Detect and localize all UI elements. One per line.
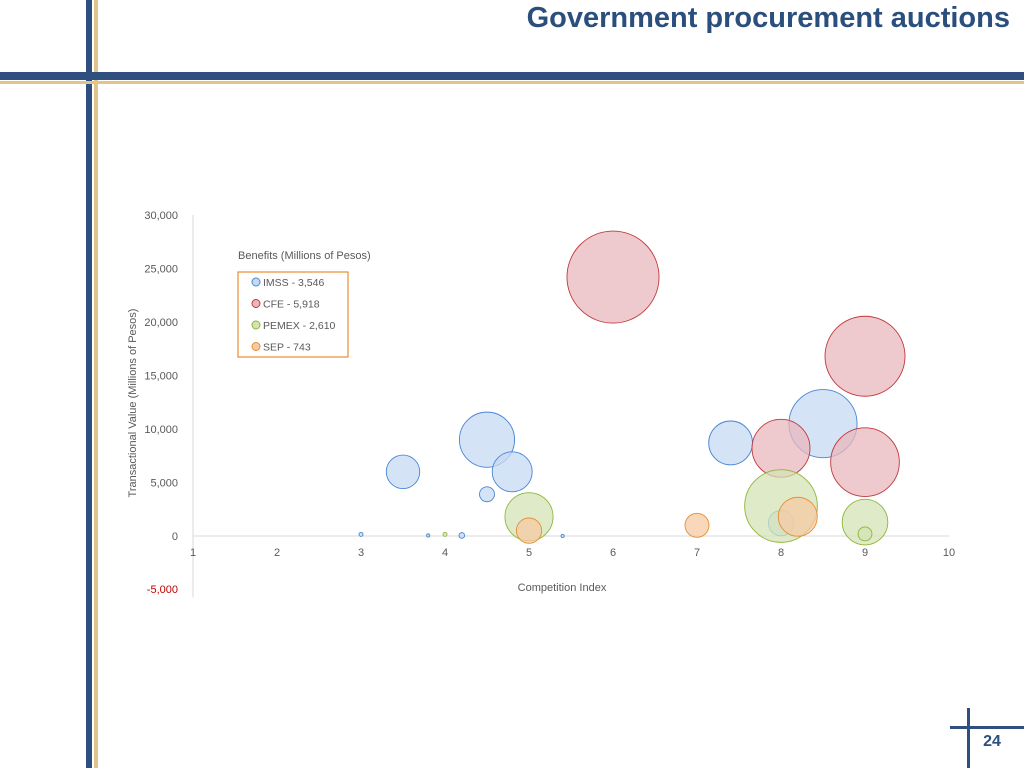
legend-box — [237, 271, 349, 358]
y-axis-label: Transactional Value (Millions of Pesos) — [127, 309, 139, 498]
x-tick-label: 8 — [778, 547, 784, 559]
y-tick-label: 10,000 — [144, 424, 178, 436]
legend-label-series-2: CFE - 5,918 — [263, 299, 320, 311]
bubble-series-1 — [458, 532, 466, 539]
x-tick-label: 10 — [943, 547, 955, 559]
bubble-series-1 — [458, 411, 516, 468]
x-tick-label: 9 — [862, 547, 868, 559]
bubble-series-4 — [684, 512, 710, 538]
x-tick-label: 7 — [694, 547, 700, 559]
x-tick-label: 1 — [190, 547, 196, 559]
legend-label-series-1: IMSS - 3,546 — [263, 277, 324, 289]
bubble-series-1 — [491, 451, 533, 493]
bubble-series-4 — [777, 496, 818, 537]
bubble-series-2 — [830, 427, 900, 497]
page-marker-horizontal-line — [950, 726, 1024, 729]
y-tick-label: 15,000 — [144, 371, 178, 383]
page-number: 24 — [983, 733, 1001, 750]
legend-title: Benefits (Millions of Pesos) — [238, 250, 371, 262]
frame-vertical-gold-bar — [94, 0, 98, 768]
legend-label-series-4: SEP - 743 — [263, 342, 311, 354]
y-tick-label: 30,000 — [144, 210, 178, 222]
frame-horizontal-gold-bar — [0, 81, 1024, 84]
x-tick-label: 5 — [526, 547, 532, 559]
legend-marker-series-2 — [251, 299, 261, 308]
bubble-series-1 — [358, 531, 364, 537]
bubble-series-1 — [426, 533, 431, 538]
y-tick-label: 25,000 — [144, 264, 178, 276]
bubble-series-1 — [385, 454, 421, 489]
x-tick-label: 3 — [358, 547, 364, 559]
x-axis-label: Competition Index — [518, 582, 607, 594]
y-tick-label: -5,000 — [147, 584, 178, 596]
bubble-series-1 — [560, 533, 565, 539]
bubble-series-3 — [857, 526, 873, 542]
bubble-series-3 — [442, 531, 448, 537]
x-tick-label: 6 — [610, 547, 616, 559]
bubble-series-1 — [708, 420, 753, 466]
x-tick-label: 4 — [442, 547, 448, 559]
frame-horizontal-blue-bar — [0, 72, 1024, 80]
bubble-series-4 — [515, 517, 543, 544]
page-marker-vertical-line — [967, 708, 970, 768]
bubble-series-1 — [479, 486, 495, 503]
x-tick-label: 2 — [274, 547, 280, 559]
legend-marker-series-1 — [251, 277, 261, 287]
y-tick-label: 0 — [172, 531, 178, 543]
bubble-series-2 — [566, 230, 660, 324]
y-tick-label: 20,000 — [144, 317, 178, 329]
y-tick-label: 5,000 — [150, 478, 178, 490]
bubble-series-3 — [841, 498, 889, 546]
legend-marker-series-3 — [251, 320, 261, 330]
legend-label-series-3: PEMEX - 2,610 — [263, 320, 336, 332]
bubble-series-2 — [824, 315, 906, 397]
frame-vertical-blue-bar — [86, 0, 92, 768]
legend-marker-series-4 — [251, 342, 261, 351]
slide-title: Government procurement auctions — [526, 2, 1010, 34]
bubble-series-2 — [751, 418, 811, 478]
